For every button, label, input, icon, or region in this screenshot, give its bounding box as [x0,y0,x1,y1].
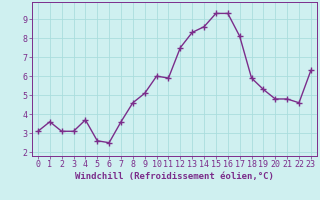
X-axis label: Windchill (Refroidissement éolien,°C): Windchill (Refroidissement éolien,°C) [75,172,274,181]
